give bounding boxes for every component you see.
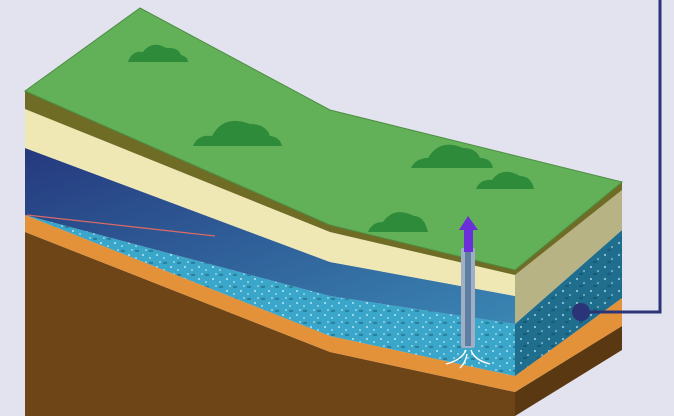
bush-icon (476, 171, 534, 189)
aquifer-layer (25, 215, 515, 376)
grass-surface (23, 7, 624, 271)
potentiometric-surface-line (26, 214, 216, 237)
clay-confining-layer (25, 109, 515, 296)
bush-icon (128, 44, 188, 62)
bush-icon (368, 212, 428, 232)
bush-icon (193, 120, 282, 146)
orange-band-layer (25, 215, 515, 392)
right-bedrock-side (515, 326, 622, 416)
up-arrow-icon (459, 216, 478, 252)
right-aquifer-side (515, 230, 622, 376)
bush-icon (411, 144, 493, 168)
right-orange-side (515, 298, 622, 392)
inflow-arrow-icon (445, 349, 491, 369)
right-topsoil-side (515, 182, 622, 275)
well-pipe-icon (461, 248, 475, 348)
bedrock-layer (25, 232, 515, 416)
confined-zone (25, 148, 515, 324)
callout-dot-icon (572, 303, 590, 321)
callout-line (583, 0, 662, 314)
right-clay-side (515, 190, 622, 324)
